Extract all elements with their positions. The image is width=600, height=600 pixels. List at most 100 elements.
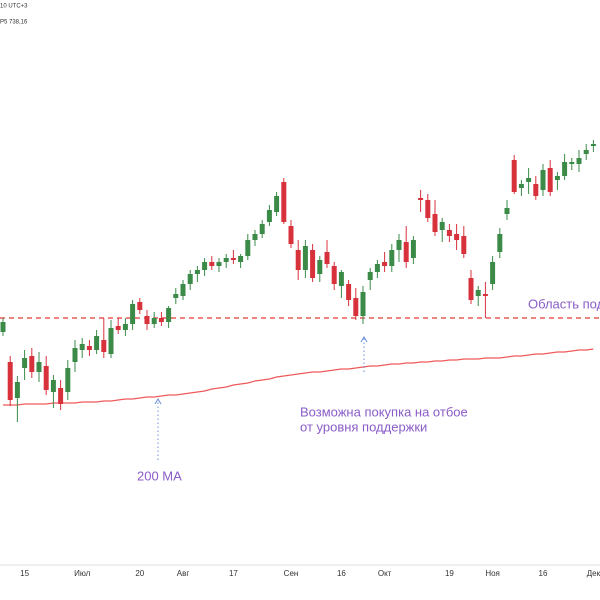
candle-body <box>158 318 164 322</box>
candle-body <box>302 246 308 270</box>
x-tick-label: Дек <box>587 569 600 578</box>
candle-body <box>130 304 136 324</box>
candle-body <box>108 328 114 354</box>
candle-body <box>511 160 517 192</box>
candle-body <box>468 278 474 300</box>
candle-body <box>418 198 424 200</box>
candle-body <box>317 260 323 274</box>
candle-body <box>266 210 272 222</box>
candle-body <box>122 324 128 330</box>
candle-body <box>331 266 337 284</box>
candle-body <box>533 184 539 196</box>
candle-body <box>22 358 28 368</box>
candle-body <box>425 200 431 218</box>
candle-body <box>360 292 366 316</box>
x-tick-label: 15 <box>20 569 29 578</box>
candle-body <box>173 294 179 298</box>
candle-body <box>353 298 359 316</box>
candle-body <box>324 252 330 264</box>
candle-body <box>389 250 395 266</box>
candle-body <box>274 196 280 212</box>
arrow-head <box>360 336 368 343</box>
candle-body <box>86 346 92 350</box>
candle-body <box>0 322 6 332</box>
candle-body <box>482 294 488 296</box>
candle-body <box>346 284 352 300</box>
candle-body <box>562 162 568 176</box>
support-annotation: Область под <box>528 296 600 311</box>
candle-body <box>180 284 186 296</box>
candle-body <box>43 366 49 390</box>
candle-body <box>310 250 316 278</box>
x-tick-label: Июл <box>74 569 91 578</box>
header-price: P5 738,16 <box>0 20 28 26</box>
candle-body <box>194 270 200 274</box>
candle-body <box>202 262 208 270</box>
candle-body <box>554 176 560 180</box>
arrows <box>154 336 368 460</box>
candle-body <box>439 222 445 230</box>
candle-body <box>209 262 215 266</box>
candle-body <box>518 184 524 188</box>
candle-body <box>151 318 157 324</box>
candle-body <box>252 234 258 240</box>
candle-body <box>79 344 85 350</box>
candle-body <box>295 250 301 270</box>
candle-body <box>238 256 244 262</box>
candle-body <box>29 356 35 372</box>
candle-body <box>576 158 582 164</box>
candle-body <box>230 258 236 260</box>
x-tick-label: 16 <box>337 569 346 578</box>
arrow-head <box>154 398 162 405</box>
buy-annotation: Возможна покупка на отбое <box>300 404 468 419</box>
candle-body <box>216 262 222 266</box>
buy-annotation: от уровня поддержки <box>300 419 427 434</box>
x-tick-label: 16 <box>539 569 548 578</box>
x-tick-label: Окт <box>378 569 392 578</box>
x-tick-label: 17 <box>229 569 238 578</box>
candle-body <box>187 274 193 284</box>
candle-body <box>94 336 100 350</box>
candle-body <box>115 326 121 330</box>
candle-body <box>540 170 546 190</box>
candle-body <box>288 226 294 244</box>
x-tick-label: 20 <box>135 569 144 578</box>
candle-body <box>504 208 510 214</box>
candle-body <box>101 340 107 352</box>
candle-body <box>396 240 402 250</box>
candle-body <box>50 380 56 392</box>
candle-body <box>36 362 42 372</box>
candle-body <box>490 262 496 284</box>
candle-body <box>338 272 344 286</box>
candle-body <box>58 388 64 404</box>
ma-line <box>3 348 594 406</box>
candle-body <box>166 308 172 322</box>
candle-body <box>374 264 380 272</box>
ma-annotation: 200 MA <box>137 468 182 483</box>
candle-body <box>569 162 575 164</box>
candle-body <box>281 182 287 222</box>
candle-body <box>14 382 20 398</box>
candle-body <box>367 272 373 280</box>
candle-body <box>475 290 481 296</box>
candle-body <box>137 302 143 310</box>
candle-body <box>410 240 416 258</box>
candle-body <box>72 348 78 362</box>
candle-body <box>7 362 13 400</box>
candle-body <box>590 144 596 146</box>
candle-body <box>144 316 150 324</box>
candle-body <box>245 240 251 256</box>
candle-body <box>223 258 229 262</box>
candle-body <box>65 368 71 392</box>
candle-body <box>583 150 589 154</box>
candle-body <box>403 242 409 262</box>
header-time: 10 UTC+3 <box>0 4 28 10</box>
candle-body <box>526 178 532 182</box>
candle-body <box>259 224 265 234</box>
candle-body <box>446 230 452 236</box>
x-tick-label: 19 <box>445 569 454 578</box>
x-tick-label: Ноя <box>485 569 500 578</box>
candle-body <box>454 234 460 240</box>
